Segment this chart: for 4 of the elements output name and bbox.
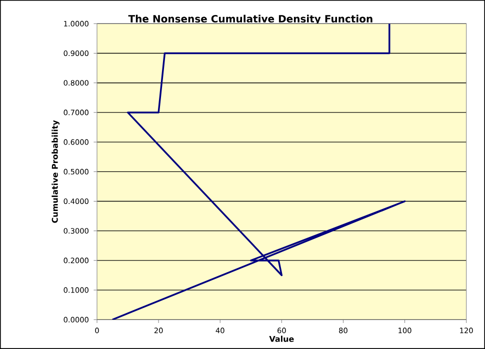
line-series	[112, 24, 406, 320]
y-axis-title: Cumulative Probability	[52, 120, 60, 223]
chart-title: The Nonsense Cumulative Density Function	[128, 14, 372, 25]
x-axis-title: Value	[269, 336, 294, 342]
